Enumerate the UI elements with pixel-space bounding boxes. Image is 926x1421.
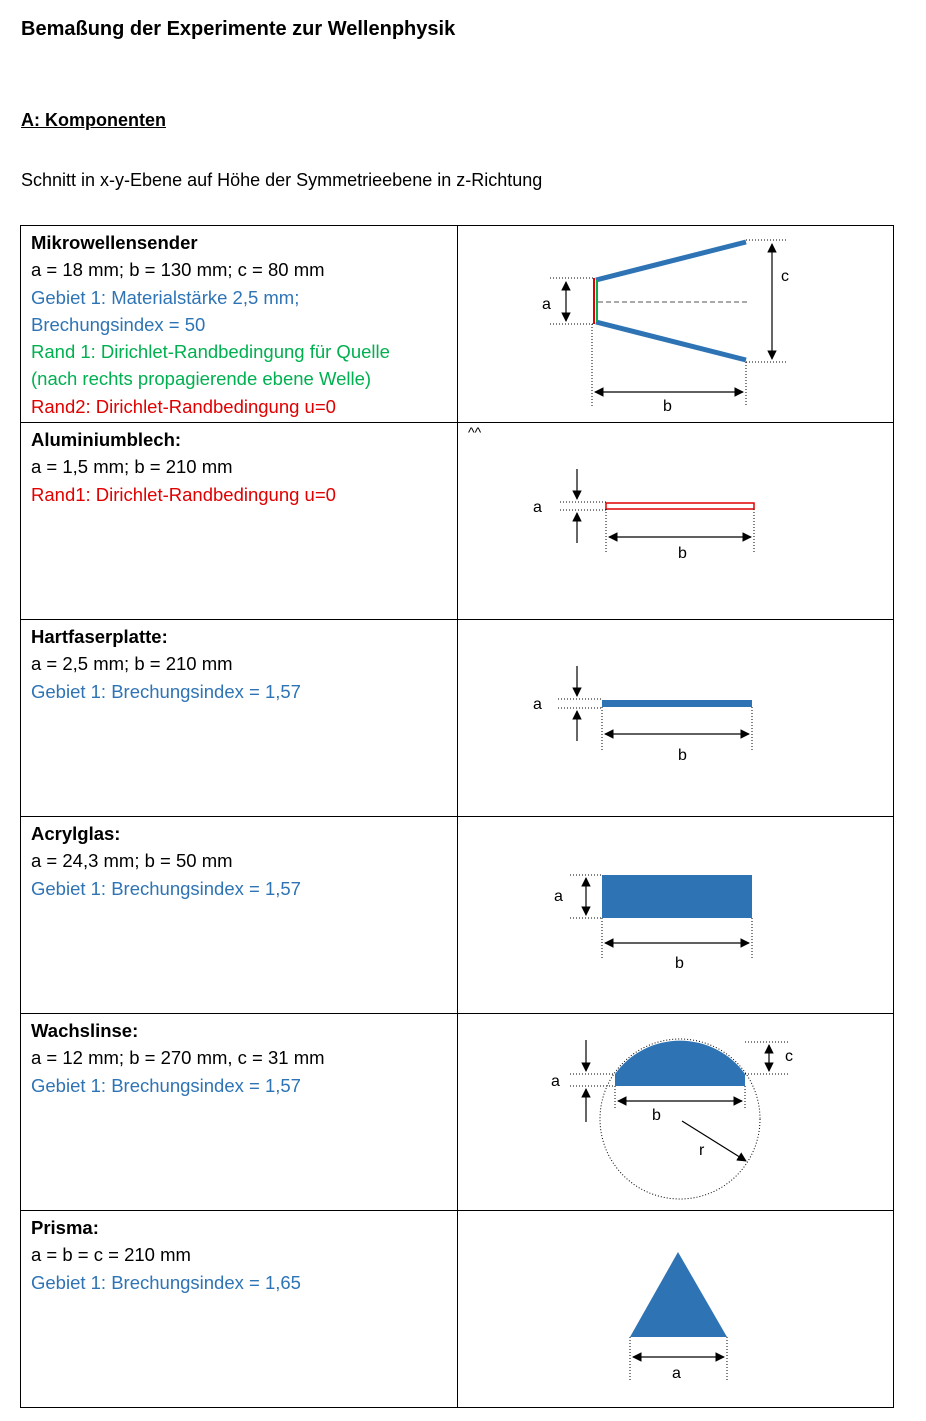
component-name: Prisma: [31,1217,99,1238]
component-figure-cell: a [457,1210,894,1408]
component-spec-line: Rand2: Dirichlet-Randbedingung u=0 [31,395,336,417]
prism-diagram: a [629,1252,728,1382]
component-name: Wachslinse: [31,1020,139,1041]
components-table: Mikrowellensender a = 18 mm; b = 130 mm;… [20,225,894,1408]
dim-label-b: b [678,545,687,562]
component-text-cell: Aluminiumblech: a = 1,5 mm; b = 210 mm R… [20,422,458,620]
dim-label-b: b [663,398,672,415]
dim-label-a: a [533,696,542,713]
dim-label-b: b [652,1107,661,1124]
component-name: Acrylglas: [31,823,121,844]
component-figure-cell: a b [457,619,894,817]
dim-label-a: a [551,1073,560,1090]
component-dims: a = 24,3 mm; b = 50 mm [31,850,233,872]
component-spec-line: Brechungsindex = 50 [31,313,206,335]
horn-antenna-diagram: a c b [542,239,789,415]
component-dims: a = 18 mm; b = 130 mm; c = 80 mm [31,259,325,281]
dim-label-b: b [675,955,684,972]
component-spec-line: Rand1: Dirichlet-Randbedingung u=0 [31,483,336,505]
intro-text: Schnitt in x-y-Ebene auf Höhe der Symmet… [21,170,543,190]
table-row: Hartfaserplatte: a = 2,5 mm; b = 210 mm … [20,619,894,817]
component-text-cell: Hartfaserplatte: a = 2,5 mm; b = 210 mm … [20,619,458,817]
acrylic-glass-diagram: a b [554,874,753,972]
dim-label-c: c [785,1048,793,1065]
table-row: Mikrowellensender a = 18 mm; b = 130 mm;… [20,225,894,423]
component-dims: a = 1,5 mm; b = 210 mm [31,456,233,478]
component-figure-cell: a b [457,816,894,1014]
wax-lens-diagram: c a b r [551,1038,793,1200]
component-name: Mikrowellensender [31,232,198,253]
dim-label-a: a [554,888,563,905]
component-spec-line: (nach rechts propagierende ebene Welle) [31,368,372,390]
aluminium-sheet-diagram: a b [533,469,755,562]
component-dims: a = b = c = 210 mm [31,1244,191,1266]
section-heading: A: Komponenten [21,110,166,130]
component-figure-cell: c a b r [457,1013,894,1211]
dim-label-a: a [542,296,551,313]
dim-label-b: b [678,747,687,764]
dim-label-a: a [533,499,542,516]
table-row: Wachslinse: a = 12 mm; b = 270 mm, c = 3… [20,1013,894,1211]
component-dims: a = 12 mm; b = 270 mm, c = 31 mm [31,1047,325,1069]
component-text-cell: Prisma: a = b = c = 210 mm Gebiet 1: Bre… [20,1210,458,1408]
component-figure-cell: a c b [457,225,894,423]
table-row: Prisma: a = b = c = 210 mm Gebiet 1: Bre… [20,1210,894,1408]
component-text-cell: Acrylglas: a = 24,3 mm; b = 50 mm Gebiet… [20,816,458,1014]
page-title: Bemaßung der Experimente zur Wellenphysi… [21,18,456,40]
dim-label-a: a [672,1365,681,1382]
component-spec-line: Rand 1: Dirichlet-Randbedingung für Quel… [31,341,390,363]
component-spec-line: Gebiet 1: Brechungsindex = 1,57 [31,877,301,899]
dim-label-c: c [781,268,789,285]
component-spec-line: Gebiet 1: Brechungsindex = 1,57 [31,680,301,702]
component-text-cell: Wachslinse: a = 12 mm; b = 270 mm, c = 3… [20,1013,458,1211]
table-row: Acrylglas: a = 24,3 mm; b = 50 mm Gebiet… [20,816,894,1014]
hardboard-diagram: a b [533,666,753,764]
component-spec-line: Gebiet 1: Brechungsindex = 1,65 [31,1271,301,1293]
component-spec-line: Gebiet 1: Materialstärke 2,5 mm; [31,286,300,308]
component-name: Aluminiumblech: [31,429,182,450]
dim-label-r: r [699,1142,705,1159]
component-dims: a = 2,5 mm; b = 210 mm [31,653,233,675]
caret-note: ^^ [468,424,482,440]
component-figure-cell: ^^ a b [457,422,894,620]
component-name: Hartfaserplatte: [31,626,168,647]
component-spec-line: Gebiet 1: Brechungsindex = 1,57 [31,1074,301,1096]
component-text-cell: Mikrowellensender a = 18 mm; b = 130 mm;… [20,225,458,423]
table-row: Aluminiumblech: a = 1,5 mm; b = 210 mm R… [20,422,894,620]
